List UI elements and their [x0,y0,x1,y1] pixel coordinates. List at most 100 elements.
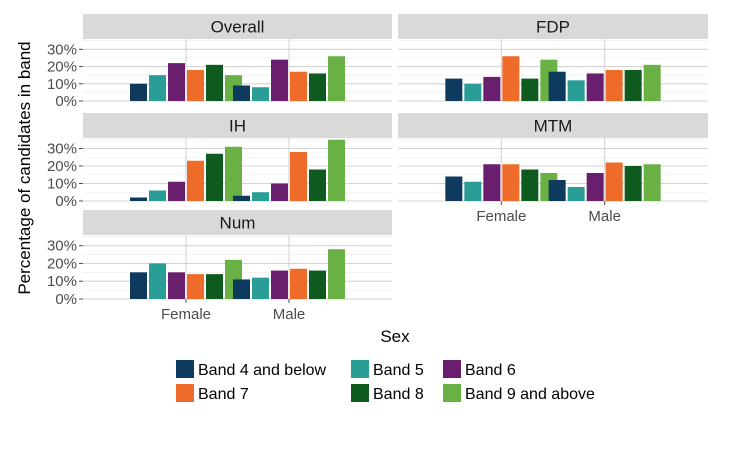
bar-overall-female-band0 [130,83,147,101]
bar-overall-male-band2 [271,59,288,101]
bar-num-male-band2 [271,270,288,299]
x-tick-label: Male [588,208,621,225]
bar-fdp-male-band5 [643,64,661,101]
bar-ih-male-band2 [271,183,288,201]
bar-num-female-band4 [206,274,223,299]
legend-swatch [351,360,369,378]
legend: Band 4 and below Band 5 Band 6 Band 7 Band 8… [176,360,595,403]
bar-overall-female-band1 [149,75,166,101]
legend-label: Band 6 [465,362,516,379]
legend-label: Band 9 and above [465,386,595,403]
bar-ih-male-band3 [290,152,307,201]
x-tick-label: Female [161,306,211,323]
y-tick-label: 20% [47,158,77,175]
bar-num-female-band3 [187,274,204,299]
y-tick-label: 0% [55,93,77,110]
facet-strip [83,210,392,235]
legend-swatch [443,384,461,402]
bar-mtm-male-band3 [605,162,623,201]
x-tick-label: Female [476,208,526,225]
legend-item: Band 7 [176,384,249,403]
facet-title: IH [229,117,246,136]
y-axis-title: Percentage of candidates in band [15,41,34,294]
legend-label: Band 7 [198,386,249,403]
facet-title: MTM [534,117,573,136]
x-tick-label: Male [273,306,306,323]
facet-panel-mtm: MTM Female Male [398,113,708,225]
y-tick-label: 30% [47,41,77,58]
facet-panel-fdp: FDP [398,14,708,102]
facet-panel-overall: Overall 0%10%20%30% [47,14,392,110]
bar-fdp-male-band3 [605,70,623,101]
legend-label: Band 8 [373,386,424,403]
bar-overall-male-band0 [233,85,250,101]
bar-mtm-male-band2 [586,173,604,201]
legend-item: Band 4 and below [176,360,327,379]
bar-num-male-band1 [252,277,269,299]
facet-strip [83,113,392,138]
bar-num-male-band0 [233,279,250,299]
bar-ih-male-band5 [328,139,345,201]
bar-ih-female-band1 [149,190,166,201]
bar-ih-male-band0 [233,195,250,201]
bar-mtm-female-band1 [464,181,482,201]
facet-title: Overall [211,18,265,37]
facet-title: FDP [536,18,570,37]
y-tick-label: 20% [47,59,77,76]
y-tick-label: 20% [47,255,77,272]
y-tick-label: 10% [47,176,77,193]
bar-fdp-female-band1 [464,83,482,101]
facet-title: Num [220,214,256,233]
bar-fdp-female-band0 [445,78,463,101]
bar-ih-female-band4 [206,153,223,201]
bar-mtm-male-band4 [624,166,642,201]
bar-num-male-band3 [290,268,307,299]
bar-mtm-female-band2 [483,164,501,201]
bar-fdp-male-band0 [548,71,566,101]
bar-ih-female-band3 [187,160,204,201]
bar-fdp-female-band4 [521,78,539,101]
bar-overall-male-band3 [290,71,307,101]
bar-num-female-band1 [149,263,166,299]
bar-overall-male-band4 [309,73,326,101]
bar-fdp-female-band2 [483,76,501,101]
legend-swatch [443,360,461,378]
y-tick-label: 0% [55,291,77,308]
bar-mtm-female-band0 [445,176,463,201]
bar-ih-male-band4 [309,169,326,201]
facet-strip [398,113,708,138]
bar-overall-female-band4 [206,64,223,101]
y-tick-label: 30% [47,238,77,255]
bar-overall-female-band2 [168,63,185,101]
bar-mtm-female-band4 [521,169,539,201]
bar-num-female-band0 [130,272,147,299]
facet-strip [398,14,708,39]
legend-swatch [176,360,194,378]
facet-panel-ih: IH 0%10%20%30% [47,113,392,210]
bar-mtm-male-band5 [643,164,661,201]
legend-swatch [176,384,194,402]
facet-strip [83,14,392,39]
bar-mtm-male-band0 [548,180,566,201]
legend-item: Band 5 [351,360,424,379]
legend-item: Band 6 [443,360,516,379]
bar-fdp-male-band4 [624,70,642,101]
legend-label: Band 4 and below [198,362,327,379]
legend-item: Band 8 [351,384,424,403]
bar-num-male-band4 [309,270,326,299]
bar-ih-male-band1 [252,192,269,201]
bar-mtm-male-band1 [567,187,585,201]
bar-num-female-band2 [168,272,185,299]
bar-mtm-female-band3 [502,164,520,201]
legend-swatch [351,384,369,402]
y-tick-label: 0% [55,193,77,210]
bar-ih-female-band2 [168,181,185,201]
bar-fdp-male-band1 [567,80,585,101]
legend-label: Band 5 [373,362,424,379]
bar-fdp-male-band2 [586,73,604,101]
bar-fdp-female-band3 [502,56,520,101]
y-tick-label: 10% [47,76,77,93]
bar-overall-male-band5 [328,56,345,101]
bar-ih-female-band5 [225,146,242,201]
